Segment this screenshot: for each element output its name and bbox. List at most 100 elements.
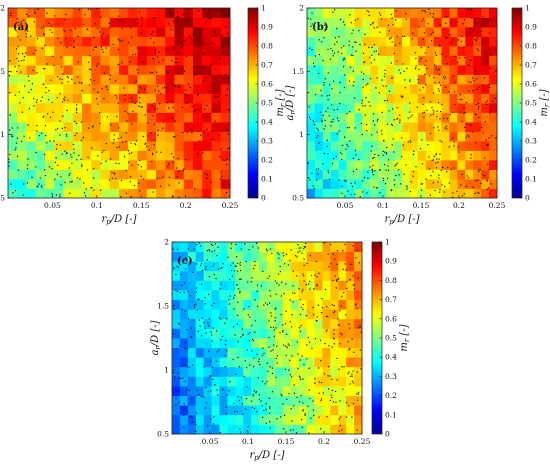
heat-cell	[362, 141, 371, 151]
sample-point	[16, 71, 18, 73]
heat-cell	[202, 84, 212, 94]
sample-point	[197, 152, 199, 155]
sample-point	[159, 92, 162, 94]
sample-point	[182, 170, 184, 172]
heat-cell	[82, 141, 92, 151]
heat-cell	[481, 27, 490, 37]
sample-point	[177, 39, 179, 42]
sample-point	[484, 175, 486, 177]
sample-point	[429, 194, 431, 196]
sample-point	[419, 89, 421, 91]
sample-point	[290, 326, 293, 328]
sample-point	[346, 112, 348, 115]
heat-cell	[417, 27, 427, 37]
heat-cell	[330, 251, 339, 262]
sample-point	[210, 331, 212, 333]
heat-cell	[187, 414, 197, 425]
heat-cell	[402, 93, 411, 104]
sample-point	[193, 74, 195, 76]
sample-point	[424, 52, 426, 54]
sample-point	[27, 124, 29, 126]
heat-cell	[172, 309, 181, 320]
sample-point	[73, 40, 75, 42]
sample-point	[179, 345, 181, 347]
sample-point	[306, 358, 308, 360]
sample-point	[448, 91, 450, 93]
sample-point	[358, 262, 360, 264]
heat-cell	[354, 261, 363, 272]
sample-point	[28, 91, 30, 93]
sample-point	[178, 266, 180, 268]
sample-point	[252, 395, 254, 397]
heat-cell	[378, 169, 387, 180]
heat-cell	[128, 46, 138, 56]
heat-cell	[362, 17, 371, 28]
sample-point	[475, 114, 477, 116]
heat-cell	[307, 65, 316, 75]
sample-point	[406, 188, 408, 190]
heat-cell	[26, 122, 37, 132]
heat-cell	[338, 424, 347, 435]
heat-cell	[8, 122, 18, 132]
heat-cell	[322, 366, 331, 377]
panel-label: (a)	[13, 22, 29, 33]
sample-point	[205, 332, 207, 334]
sample-points	[307, 8, 497, 198]
sample-point	[233, 308, 235, 310]
sample-point	[424, 64, 426, 67]
heat-cell	[338, 357, 347, 368]
heat-cell	[259, 414, 268, 425]
x-tick-label: 0.05	[44, 201, 61, 210]
heat-cell	[35, 27, 46, 37]
heat-cell	[322, 270, 331, 281]
sample-point	[198, 393, 200, 395]
sample-point	[36, 124, 38, 127]
sample-point	[348, 371, 350, 373]
sample-point	[321, 307, 324, 309]
heat-cell	[306, 290, 315, 300]
sample-point	[74, 82, 76, 84]
sample-point	[283, 293, 285, 295]
heat-cell	[314, 112, 324, 123]
heat-cell	[378, 8, 387, 18]
sample-point	[116, 97, 118, 99]
heat-cell	[187, 309, 197, 320]
sample-point	[444, 127, 446, 129]
heat-cell	[362, 122, 371, 132]
sample-point	[292, 285, 294, 287]
sample-point	[344, 243, 346, 245]
sample-point	[226, 88, 229, 90]
heat-cell	[306, 386, 315, 396]
heat-cell	[146, 27, 157, 37]
heat-cell	[370, 103, 379, 113]
sample-point	[213, 138, 215, 140]
heat-cell	[26, 103, 37, 113]
heat-cell	[338, 160, 347, 170]
heat-cell	[195, 376, 205, 387]
sample-point	[485, 101, 487, 103]
sample-point	[61, 127, 63, 129]
heat-cell	[370, 17, 379, 28]
heat-cell	[183, 131, 194, 142]
sample-point	[321, 119, 323, 121]
heat-cell	[82, 103, 92, 113]
heat-cell	[354, 270, 363, 281]
heat-cell	[195, 328, 205, 339]
heat-cell	[441, 84, 450, 94]
sample-point	[442, 76, 444, 78]
sample-point	[399, 42, 401, 44]
heat-cell	[378, 93, 387, 104]
y-tick-label: 1	[164, 366, 169, 375]
sample-point	[123, 87, 125, 89]
heat-cell	[17, 112, 27, 123]
sample-point	[113, 134, 115, 136]
heat-cell	[441, 55, 450, 66]
sample-point	[118, 146, 120, 148]
heat-cell	[346, 84, 355, 94]
sample-point	[346, 127, 348, 129]
heat-cell	[473, 150, 482, 161]
heat-cell	[174, 179, 185, 189]
sample-point	[201, 317, 203, 319]
heat-cell	[227, 328, 236, 339]
sample-point	[117, 102, 119, 104]
